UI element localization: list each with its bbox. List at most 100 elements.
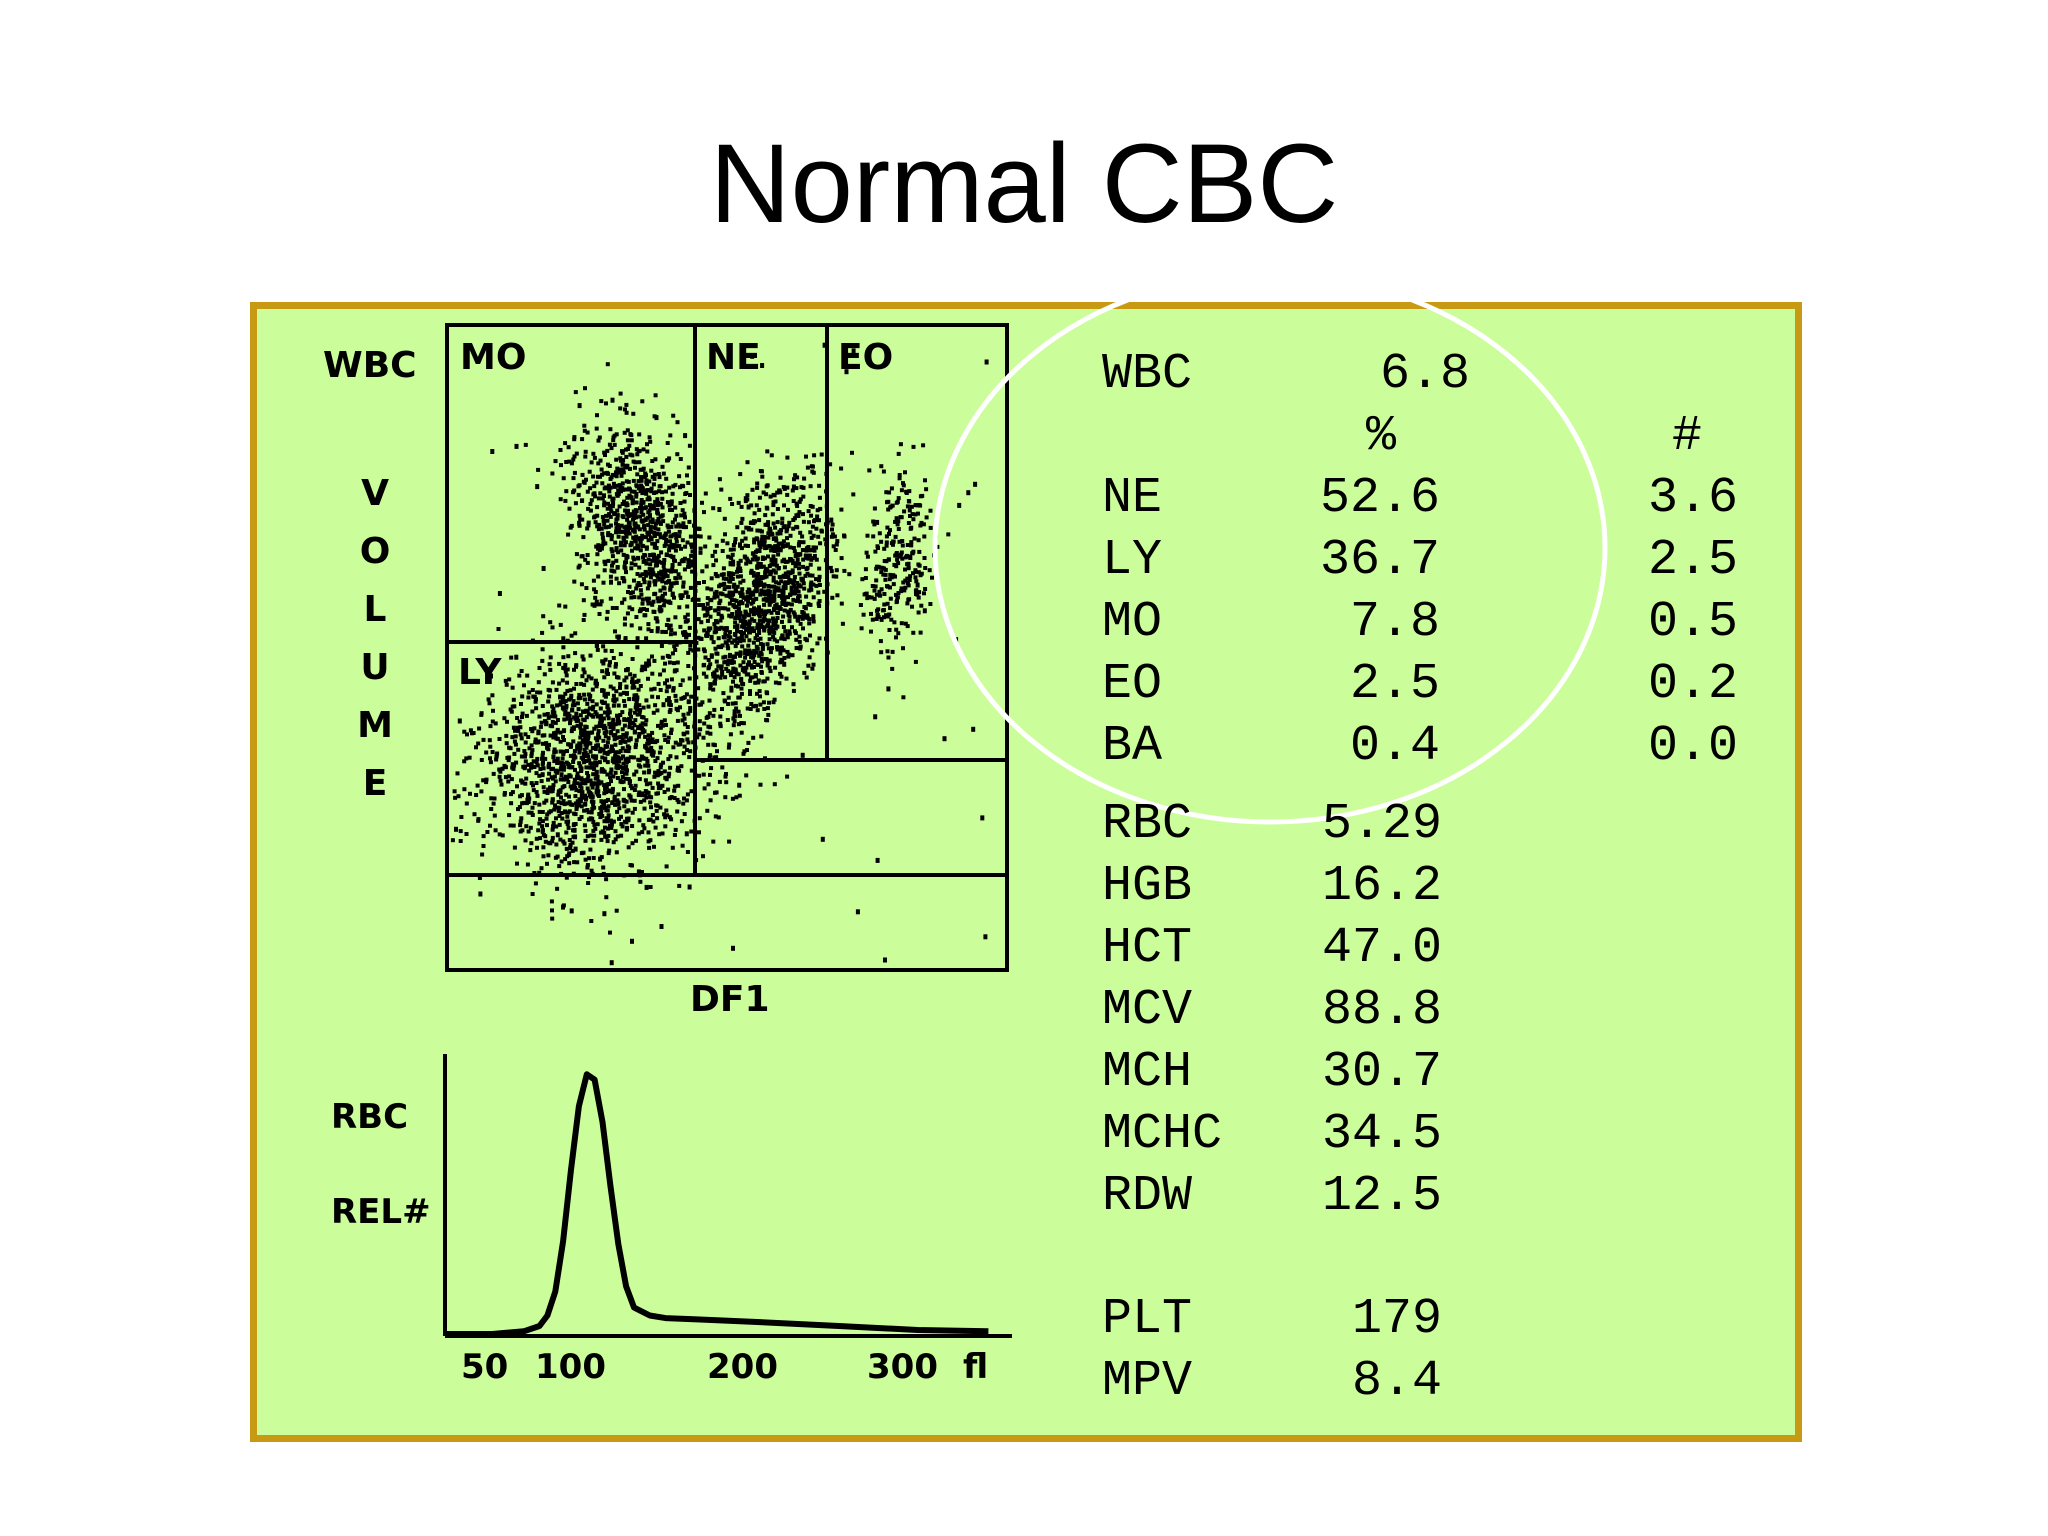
- scatter-dot-ly: [547, 742, 551, 747]
- scatter-dot-ne: [804, 454, 808, 459]
- scatter-dot-mo: [576, 484, 581, 489]
- scatter-dot-ly: [619, 735, 624, 739]
- scatter-dot-mo: [680, 483, 685, 488]
- scatter-dot-ly: [584, 765, 589, 770]
- scatter-dot-mo: [630, 590, 635, 595]
- scatter-dot-eo: [885, 601, 890, 606]
- scatter-dot-ly: [618, 779, 623, 784]
- scatter-dot-eo: [916, 511, 920, 516]
- scatter-dot-mo: [656, 553, 661, 558]
- scatter-dot-ne: [794, 501, 799, 506]
- scatter-dot-ly: [490, 693, 495, 698]
- scatter-dot-mo: [646, 488, 651, 493]
- scatter-dot-eo: [893, 519, 898, 524]
- scatter-dot-ly: [464, 832, 469, 836]
- scatter-dot-ly: [616, 703, 621, 708]
- scatter-dot-ly: [560, 816, 565, 821]
- scatter-dot-ly: [599, 830, 604, 835]
- scatter-dot-mo: [628, 466, 632, 471]
- scatter-dot-ly: [530, 709, 535, 714]
- scatter-dot-mo: [670, 520, 675, 525]
- scatter-dot-ne: [725, 541, 730, 546]
- scatter-dot-ne: [792, 549, 797, 554]
- scatter-dot-mo: [596, 543, 601, 548]
- scatter-dot-ne: [732, 638, 737, 643]
- scatter-dot-ly: [611, 774, 616, 779]
- scatter-dot-ne: [805, 613, 810, 618]
- scatter-dot-ne: [744, 556, 749, 561]
- scatter-dot-eo: [874, 566, 879, 571]
- scatter-dot-mo: [600, 531, 605, 536]
- scatter-dot-ly: [612, 760, 617, 765]
- scatter-dot-ly: [547, 694, 552, 699]
- scatter-dot-ly: [568, 753, 573, 758]
- scatter-dot-mo: [595, 513, 600, 518]
- scatter-dot-eo: [893, 553, 898, 558]
- scatter-dot-ne: [772, 595, 777, 599]
- scatter-dot-ne: [815, 641, 820, 646]
- scatter-dot-eo: [884, 534, 889, 539]
- scatter-dot-ne: [769, 531, 774, 536]
- scatter-dot-ne: [733, 644, 738, 649]
- scatter-dot-ly: [594, 760, 599, 765]
- scatter-dot-ne: [765, 642, 770, 647]
- scatter-dot-ne: [786, 524, 791, 529]
- scatter-dot-mo: [640, 601, 645, 606]
- scatter-dot-ne: [769, 453, 774, 458]
- scatter-dot-ly: [618, 692, 623, 697]
- scatter-dot-ly: [669, 677, 674, 682]
- scatter-dot-mo: [615, 513, 620, 518]
- scatter-dot-ne: [779, 636, 784, 641]
- scatter-dot-mo: [632, 538, 637, 543]
- scatter-dot-ne: [782, 595, 787, 600]
- scatter-dot-ly: [605, 819, 610, 824]
- scatter-dot-mo: [624, 487, 629, 492]
- scatter-dot-ne: [785, 609, 790, 614]
- scatter-dot-ne: [752, 653, 757, 658]
- scatter-dot-ly: [785, 774, 790, 779]
- scatter-dot-ne: [792, 477, 796, 482]
- scatter-dot-ly: [590, 746, 595, 750]
- scatter-dot-ly: [635, 712, 640, 717]
- scatter-dot-ly: [667, 771, 672, 776]
- scatter-dot-ly: [510, 704, 515, 709]
- scatter-dot-ne: [697, 773, 702, 778]
- scatter-dot-ne: [735, 625, 740, 629]
- scatter-dot-ne: [749, 665, 754, 670]
- scatter-dot-ne: [769, 558, 774, 562]
- scatter-dot-ly: [488, 756, 492, 761]
- scatter-dot-mo: [724, 576, 728, 581]
- scatter-dot-ne: [787, 652, 791, 657]
- scatter-dot-mo: [608, 506, 613, 511]
- scatter-dot-ne: [761, 679, 766, 684]
- scatter-dot-ly: [462, 759, 467, 764]
- scatter-dot-ne: [739, 730, 744, 735]
- scatter-dot-debris: [966, 490, 971, 496]
- scatter-dot-ly: [624, 820, 629, 825]
- scatter-dot-eo: [903, 585, 908, 590]
- scatter-dot-ly: [513, 728, 517, 733]
- scatter-dot-ly: [510, 685, 515, 690]
- scatter-dot-ne: [797, 561, 802, 566]
- scatter-dot-ly: [503, 775, 508, 780]
- scatter-dot-ly: [633, 783, 638, 788]
- scatter-dot-ne: [790, 653, 795, 658]
- scatter-dot-ly: [613, 798, 618, 803]
- scatter-dot-ne: [728, 670, 733, 675]
- scatter-dot-ne: [814, 577, 818, 582]
- scatter-dot-mo: [690, 549, 695, 554]
- scatter-dot-ly: [631, 721, 636, 725]
- scatter-dot-ly: [602, 723, 607, 728]
- scatter-dot-ly: [673, 827, 678, 832]
- scatter-dot-ly: [575, 715, 580, 720]
- scatter-dot-eo: [866, 595, 871, 600]
- scatter-dot-ly: [603, 825, 607, 830]
- scatter-dot-ly: [772, 782, 777, 787]
- scatter-dot-ly: [578, 725, 583, 730]
- scatter-dot-ne: [746, 544, 750, 548]
- scatter-dot-ly: [590, 730, 595, 735]
- scatter-dot-ly: [590, 785, 595, 790]
- scatter-dot-mo: [677, 605, 682, 610]
- scatter-dot-mo: [641, 512, 646, 517]
- scatter-dot-ly: [566, 654, 571, 659]
